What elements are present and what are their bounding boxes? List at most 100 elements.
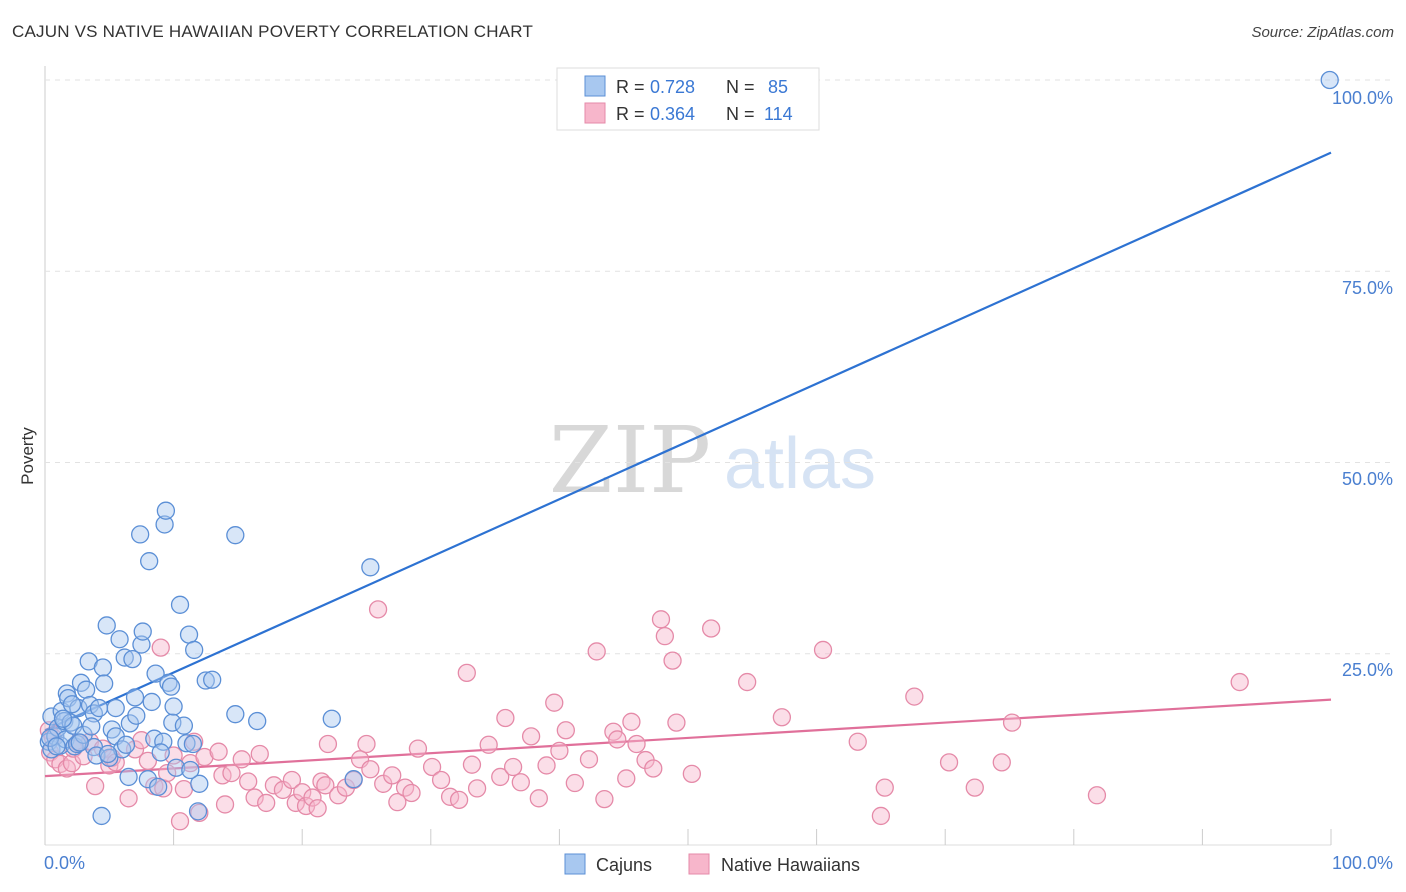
point-native-hawaiians-75 (511, 773, 530, 792)
point-native-hawaiians-76 (521, 727, 541, 746)
point-native-hawaiians-40 (264, 776, 284, 795)
point-cajuns-41 (132, 635, 151, 654)
point-native-hawaiians-49 (316, 776, 335, 795)
point-native-hawaiians-100 (772, 708, 792, 727)
point-cajuns-62 (188, 802, 208, 821)
point-native-hawaiians-43 (286, 793, 305, 813)
point-native-hawaiians-17 (125, 740, 145, 759)
trend-line-native-hawaiians (44, 698, 1332, 778)
point-native-hawaiians-83 (579, 750, 599, 769)
point-cajuns-83 (164, 697, 183, 716)
point-cajuns-33 (110, 630, 129, 649)
point-native-hawaiians-23 (158, 763, 177, 783)
point-native-hawaiians-56 (361, 760, 380, 779)
bottom-legend-label-cajuns: Cajuns (596, 855, 652, 875)
point-cajuns-58 (177, 734, 196, 753)
trend-lines (44, 151, 1332, 778)
point-native-hawaiians-77 (529, 789, 548, 808)
point-native-hawaiians-67 (449, 790, 469, 810)
point-native-hawaiians-11 (86, 776, 105, 796)
point-cajuns-39 (125, 688, 145, 707)
point-native-hawaiians-51 (329, 786, 348, 805)
point-cajuns-43 (138, 770, 158, 789)
point-native-hawaiians-84 (587, 642, 606, 661)
legend-n-value-cajuns: 85 (768, 77, 788, 97)
point-native-hawaiians-26 (174, 780, 194, 799)
point-native-hawaiians-38 (250, 744, 269, 764)
point-native-hawaiians-50 (318, 734, 338, 754)
point-native-hawaiians-105 (905, 687, 924, 706)
point-native-hawaiians-35 (232, 750, 251, 769)
point-native-hawaiians-94 (655, 627, 675, 646)
point-native-hawaiians-104 (875, 778, 894, 797)
point-native-hawaiians-87 (608, 730, 627, 749)
point-cajuns-82 (151, 743, 170, 762)
point-native-hawaiians-21 (151, 638, 170, 657)
y-axis-label: Poverty (18, 427, 37, 485)
point-native-hawaiians-59 (383, 766, 402, 785)
point-native-hawaiians-73 (496, 708, 515, 728)
point-cajuns-51 (156, 501, 176, 520)
point-cajuns-66 (226, 526, 245, 545)
point-native-hawaiians-99 (738, 672, 757, 692)
point-native-hawaiians-19 (138, 751, 158, 770)
point-cajuns-47 (146, 664, 165, 683)
point-cajuns-49 (154, 732, 173, 751)
trend-line-cajuns (44, 151, 1332, 732)
point-cajuns-84 (181, 760, 200, 780)
point-cajuns-67 (226, 705, 245, 724)
point-cajuns-57 (174, 716, 194, 735)
legend-r-value-cajuns: 0.728 (650, 77, 695, 97)
point-native-hawaiians-78 (537, 756, 556, 775)
point-native-hawaiians-85 (595, 789, 614, 809)
point-native-hawaiians-25 (170, 812, 190, 831)
point-native-hawaiians-108 (992, 753, 1011, 772)
point-cajuns-48 (149, 777, 168, 797)
point-cajuns-61 (185, 640, 204, 660)
point-native-hawaiians-70 (467, 779, 487, 798)
point-cajuns-25 (92, 806, 111, 826)
point-native-hawaiians-110 (1087, 786, 1107, 805)
legend-r-label-cajuns: R = (616, 77, 645, 97)
point-cajuns-18 (77, 680, 96, 699)
point-native-hawaiians-65 (431, 770, 451, 790)
y-tick-label-100: 100.0% (1332, 88, 1393, 108)
point-cajuns-75 (53, 709, 73, 728)
x-axis-ticks (44, 829, 1332, 845)
point-native-hawaiians-111 (1230, 672, 1249, 692)
point-cajuns-64 (196, 671, 215, 690)
legend-n-value-native-hawaiians: 114 (764, 104, 793, 124)
point-cajuns-42 (133, 622, 152, 641)
bottom-legend-label-native-hawaiians: Native Hawaiians (721, 855, 860, 875)
point-native-hawaiians-64 (422, 757, 442, 777)
point-native-hawaiians-47 (308, 799, 327, 818)
point-cajuns-50 (155, 515, 174, 534)
point-cajuns-36 (119, 767, 138, 787)
point-native-hawaiians-95 (663, 651, 682, 670)
point-cajuns-71 (361, 558, 380, 577)
point-native-hawaiians-81 (556, 721, 575, 740)
point-native-hawaiians-90 (627, 734, 646, 754)
point-native-hawaiians-79 (545, 693, 564, 712)
data-points (39, 70, 1339, 831)
point-native-hawaiians-37 (245, 788, 264, 807)
bottom-legend-swatch-cajuns (564, 853, 586, 875)
point-native-hawaiians-34 (222, 763, 241, 783)
point-cajuns-53 (161, 677, 181, 696)
point-native-hawaiians-36 (239, 772, 258, 791)
stats-legend: R = 0.728 N = 85 R = 0.364 N = 114 (556, 67, 820, 131)
point-cajuns-26 (93, 658, 113, 677)
y-tick-label-75: 75.0% (1342, 278, 1393, 298)
legend-r-value-native-hawaiians: 0.364 (650, 104, 695, 124)
point-native-hawaiians-39 (257, 793, 276, 813)
point-native-hawaiians-71 (479, 735, 498, 754)
point-native-hawaiians-55 (357, 734, 376, 754)
point-cajuns-28 (97, 616, 116, 635)
point-native-hawaiians-103 (871, 806, 891, 826)
point-native-hawaiians-109 (1002, 713, 1022, 732)
point-cajuns-54 (163, 713, 182, 732)
point-native-hawaiians-88 (617, 769, 636, 788)
point-cajuns-79 (98, 744, 118, 764)
point-native-hawaiians-72 (491, 767, 510, 787)
point-cajuns-70 (344, 770, 363, 789)
